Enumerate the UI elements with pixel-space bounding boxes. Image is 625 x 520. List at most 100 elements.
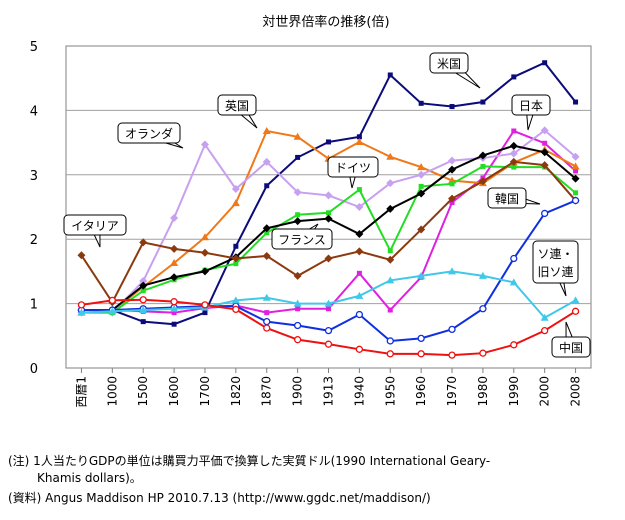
data-point — [139, 281, 148, 290]
data-point — [263, 324, 271, 332]
data-point — [449, 181, 455, 187]
callout-label: イタリア — [71, 219, 119, 233]
line-chart: 対世界倍率の推移(倍) 0 1 2 3 4 5 西暦1 1000 1500 1600 1700 18… — [30, 14, 592, 408]
data-point — [355, 203, 364, 211]
callout-fill — [553, 338, 589, 356]
callout-fill — [329, 158, 377, 176]
data-point — [231, 199, 240, 207]
data-point — [571, 152, 580, 161]
footnote-line-1: (注) 1人当たりGDPの単位は購買力平価で換算した実質ドル(1990 Inte… — [8, 454, 491, 468]
callout-fill — [65, 216, 125, 234]
data-point — [326, 139, 331, 145]
data-point — [355, 291, 364, 299]
data-point — [509, 149, 518, 158]
data-point — [77, 301, 86, 309]
data-point — [571, 196, 580, 205]
callout-fill — [513, 96, 549, 114]
footnote-line-2: Khamis dollars)。 — [37, 471, 142, 485]
callout-label: 米国 — [437, 57, 461, 71]
data-point — [387, 248, 393, 254]
data-point — [202, 310, 208, 316]
x-tick-label: 1940 — [352, 376, 366, 407]
y-tick-label: 1 — [30, 298, 38, 313]
data-point — [139, 277, 148, 286]
data-point — [171, 310, 177, 316]
data-point — [542, 60, 548, 66]
data-point — [233, 261, 239, 267]
callout-label: 中国 — [559, 340, 583, 355]
data-point — [511, 74, 517, 80]
data-point — [293, 188, 302, 197]
data-point — [170, 298, 178, 306]
data-point — [293, 132, 302, 140]
data-point — [200, 233, 209, 241]
x-tick-label: 1950 — [383, 376, 397, 407]
data-point — [264, 230, 270, 236]
x-tick-label: 1870 — [260, 376, 274, 407]
data-point — [356, 187, 362, 193]
data-point — [386, 179, 395, 188]
data-point — [417, 350, 425, 358]
x-tick-label: 1500 — [136, 376, 150, 407]
callout-6: イタリア — [63, 214, 127, 248]
data-point — [139, 306, 148, 314]
data-point — [448, 267, 457, 275]
data-point — [509, 157, 518, 166]
data-point — [355, 345, 364, 353]
data-point — [140, 319, 146, 325]
data-point — [324, 299, 333, 307]
data-point — [293, 336, 302, 344]
data-point — [510, 341, 518, 349]
data-point — [418, 100, 424, 106]
data-point — [480, 163, 486, 169]
data-point — [418, 183, 424, 189]
x-tick-label: 1960 — [414, 376, 428, 407]
data-point — [386, 337, 394, 345]
chart-title: 対世界倍率の推移(倍) — [262, 14, 389, 30]
callout-label: ドイツ — [335, 161, 371, 175]
data-point — [387, 307, 393, 313]
series-8 — [77, 267, 580, 321]
callout-fill — [489, 189, 525, 207]
data-point — [478, 151, 487, 160]
data-point — [417, 163, 426, 171]
data-point — [511, 128, 517, 134]
x-axis: 西暦1 1000 1500 1600 1700 1820 1870 1900 1913 1940 1… — [74, 368, 583, 408]
callout-fill — [219, 96, 255, 114]
x-tick-label: 1970 — [445, 376, 459, 407]
data-point — [262, 157, 271, 166]
data-point — [509, 278, 518, 286]
x-tick-label: 1000 — [105, 376, 119, 407]
y-axis: 0 1 2 3 4 5 — [30, 40, 38, 377]
data-point — [200, 248, 209, 257]
data-point — [540, 126, 549, 135]
data-point — [417, 271, 426, 279]
data-point — [386, 255, 395, 264]
data-point — [417, 189, 426, 198]
callout-label: フランス — [278, 233, 326, 247]
data-point — [170, 244, 179, 253]
callout-1: 日本 — [511, 94, 551, 131]
data-point — [356, 134, 362, 140]
data-point — [448, 351, 456, 359]
data-point — [77, 251, 86, 260]
data-point — [355, 247, 364, 256]
data-point — [108, 296, 116, 305]
data-point — [573, 168, 579, 174]
callout-label-line-2: 旧ソ連 — [537, 265, 573, 279]
callout-5: フランス — [271, 223, 333, 250]
callout-0: 米国 — [429, 52, 481, 89]
data-point — [355, 230, 364, 239]
callout-label: 英国 — [225, 99, 249, 113]
y-tick-label: 0 — [30, 362, 38, 377]
data-point — [201, 301, 209, 309]
data-point — [295, 154, 301, 160]
data-point — [386, 350, 394, 358]
data-point — [571, 307, 580, 315]
data-point — [571, 162, 580, 170]
data-point — [170, 273, 179, 282]
data-point — [449, 104, 455, 110]
data-point — [479, 305, 487, 313]
data-point — [448, 325, 456, 334]
data-point — [262, 127, 271, 135]
